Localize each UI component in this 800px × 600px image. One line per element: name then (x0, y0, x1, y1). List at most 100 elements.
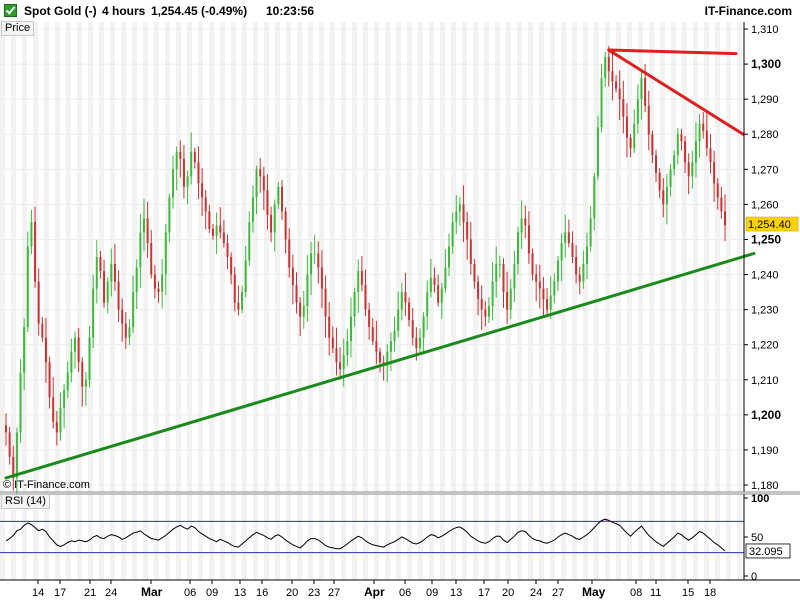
price-axis-tick: 1,230 (751, 305, 779, 317)
candle-body (538, 281, 541, 289)
candle-body (437, 285, 440, 303)
candle-body (469, 239, 472, 265)
candle-body (172, 169, 175, 198)
candle-body (73, 337, 76, 352)
candle-body (284, 211, 287, 240)
candle-body (687, 162, 690, 177)
candle-body (531, 253, 534, 275)
candle-body (604, 57, 607, 79)
candle-body (411, 320, 414, 338)
candle-body (353, 292, 356, 317)
candle-body (320, 267, 323, 289)
time-axis-tick: 20 (286, 587, 298, 599)
candle-body (673, 155, 676, 170)
candle-body (415, 337, 418, 349)
candle-body (418, 337, 421, 349)
price-axis-tick: 1,220 (751, 340, 779, 352)
candle-body (331, 337, 334, 349)
time-axis-tick: 27 (328, 587, 340, 599)
candle-body (618, 88, 621, 100)
candle-body (168, 197, 171, 233)
candle-body (586, 246, 589, 265)
last-price-change: 1,254.45 (-0.49%) (151, 4, 248, 18)
candle-body (280, 186, 283, 212)
candle-body (495, 264, 498, 282)
candle-body (135, 267, 138, 293)
candle-body (142, 218, 145, 233)
candle-body (502, 264, 505, 293)
candle-body (201, 183, 204, 198)
candle-body (81, 362, 84, 387)
chart-axes: 1,180 1,190 1,200 1,210 1,220 1,230 1,240 1,250… (0, 22, 800, 599)
candle-body (375, 341, 378, 352)
price-axis-tick: 1,280 (751, 129, 779, 141)
price-axis-tick: 1,310 (751, 24, 779, 36)
candle-body (179, 151, 182, 159)
copyright-text: © IT-Finance.com (3, 479, 90, 491)
support-trendline[interactable] (4, 251, 756, 480)
candle-body (237, 302, 240, 310)
candle-body (310, 253, 313, 275)
candle-body (121, 309, 124, 324)
candle-body (629, 137, 632, 149)
current-price-label: 1,254.40 (748, 219, 791, 231)
rsi-panel-label[interactable]: RSI (14) (1, 494, 50, 509)
candle-body (110, 264, 113, 282)
candle-body (132, 292, 135, 328)
instrument-name: Spot Gold (-) (24, 4, 97, 18)
candle-body (466, 221, 469, 240)
candle-body (698, 123, 701, 142)
candle-body (59, 407, 62, 433)
rsi-axis-tick: 50 (751, 532, 763, 544)
candle-body (37, 281, 40, 324)
candle-body (8, 432, 11, 457)
candle-body (709, 148, 712, 163)
price-axis-tick: 1,210 (751, 375, 779, 387)
candle-body (480, 299, 483, 310)
candle-body (19, 372, 22, 433)
candle-body (44, 337, 47, 363)
rsi-line (5, 518, 726, 552)
candle-body (226, 242, 229, 257)
candle-body (705, 130, 708, 149)
candle-body (139, 232, 142, 268)
time-axis-tick: 06 (184, 587, 196, 599)
candle-body (429, 278, 432, 293)
candle-body (255, 169, 258, 198)
time-axis-tick: 08 (630, 587, 642, 599)
candle-body (371, 327, 374, 342)
price-axis-tick: 1,260 (751, 199, 779, 211)
candle-body (571, 242, 574, 257)
time-axis-tick: 16 (256, 587, 268, 599)
brand-name[interactable]: IT-Finance.com (704, 4, 792, 18)
chart-header: Spot Gold (-) 4 hours 1,254.45 (-0.49%) … (0, 0, 800, 22)
time-axis-tick: 13 (234, 587, 246, 599)
candle-body (636, 99, 639, 124)
checkmark-logo-icon (4, 4, 17, 17)
candle-body (34, 221, 37, 282)
timeframe[interactable]: 4 hours (102, 4, 146, 18)
price-axis-tick: 1,290 (751, 94, 779, 106)
price-panel-label[interactable]: Price (1, 21, 35, 36)
candle-body (95, 257, 98, 289)
candle-body (408, 302, 411, 321)
candle-body (622, 99, 625, 117)
candle-body (517, 232, 520, 265)
resistance-descending[interactable] (607, 48, 745, 136)
candle-body (633, 123, 636, 149)
candle-body (556, 260, 559, 282)
candle-body (204, 197, 207, 212)
price-axis-tick: 1,240 (751, 270, 779, 282)
candle-body (448, 246, 451, 268)
candle-body (665, 186, 668, 205)
candle-body (211, 228, 214, 236)
candle-body (244, 260, 247, 293)
price-axis-tick: 1,190 (751, 445, 779, 457)
candle-body (400, 292, 403, 310)
candle-body (317, 253, 320, 268)
resistance-horizontal[interactable] (607, 48, 738, 56)
candle-body (222, 232, 225, 243)
candle-body (88, 337, 91, 380)
candle-body (106, 281, 109, 303)
